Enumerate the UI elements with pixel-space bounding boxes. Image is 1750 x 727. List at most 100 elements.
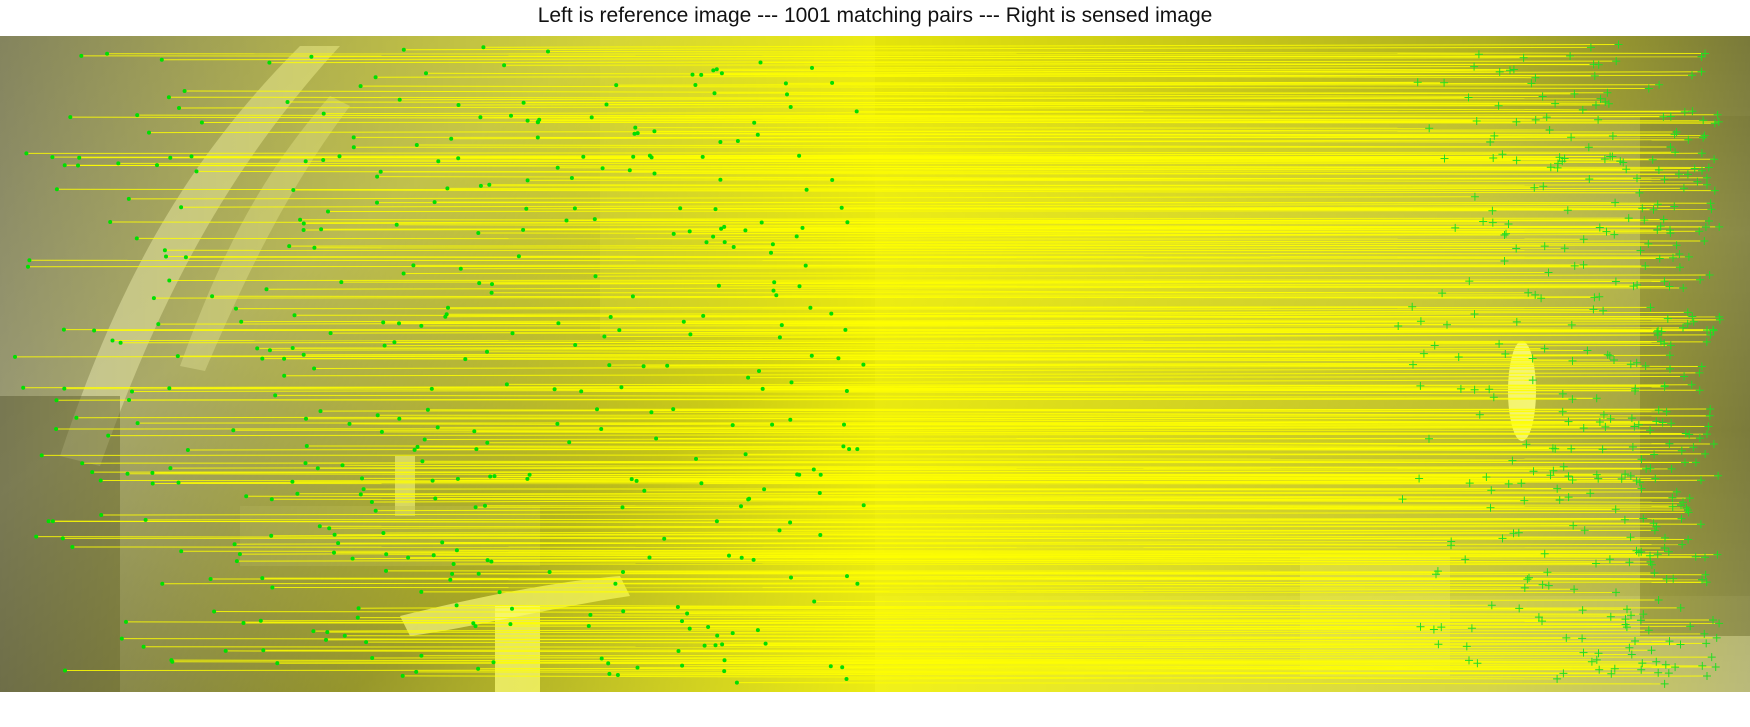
reference-point [671, 231, 676, 236]
sensed-marker [1587, 657, 1596, 666]
sensed-marker [1666, 229, 1675, 238]
sensed-marker [1592, 470, 1601, 479]
sensed-marker [1514, 528, 1523, 537]
sensed-marker [1594, 649, 1603, 658]
reference-point [828, 664, 833, 669]
reference-point [739, 555, 744, 560]
sensed-marker [1472, 117, 1481, 125]
sensed-marker [1610, 230, 1619, 239]
sensed-marker [1679, 284, 1688, 292]
match-line [241, 319, 1720, 323]
sensed-marker [1559, 462, 1568, 471]
reference-point [397, 321, 401, 326]
reference-point [267, 348, 272, 353]
match-line [458, 103, 1556, 106]
reference-point [755, 132, 760, 137]
reference-point [652, 171, 657, 176]
sensed-marker [1713, 550, 1722, 559]
reference-point [336, 541, 341, 546]
reference-point [730, 631, 735, 636]
sensed-marker [1607, 669, 1616, 678]
reference-point [535, 135, 540, 140]
sensed-marker [1679, 184, 1688, 193]
match-line [357, 616, 1611, 619]
sensed-marker [1714, 471, 1723, 480]
reference-point [337, 154, 342, 159]
reference-point [789, 380, 794, 385]
sensed-marker [1703, 180, 1711, 189]
sensed-marker [1566, 52, 1575, 60]
sensed-marker [1470, 385, 1479, 394]
match-line [460, 265, 1575, 270]
match-line [269, 60, 1617, 64]
reference-point [208, 577, 213, 581]
reference-point [711, 234, 716, 239]
sensed-marker [1416, 381, 1425, 390]
reference-point [762, 487, 767, 492]
match-line [609, 362, 1637, 366]
match-line [518, 255, 1689, 258]
reference-point [351, 135, 356, 140]
reference-point [454, 548, 459, 553]
reference-point [630, 294, 635, 299]
sensed-marker [1409, 360, 1417, 369]
sensed-marker [1675, 263, 1684, 272]
reference-point [471, 621, 476, 626]
match-line [120, 341, 1707, 344]
sensed-marker [1416, 622, 1425, 631]
sensed-marker [1701, 49, 1709, 58]
sensed-marker [1688, 107, 1697, 116]
sensed-marker [1715, 315, 1724, 324]
match-line [214, 611, 1644, 615]
sensed-marker [1488, 206, 1497, 215]
reference-point [675, 605, 680, 609]
reference-point [177, 106, 181, 110]
reference-point [358, 492, 363, 497]
sensed-marker [1619, 158, 1628, 167]
reference-point [855, 581, 860, 586]
reference-point [497, 590, 502, 595]
sensed-marker [1646, 426, 1655, 435]
match-line [323, 159, 1563, 162]
match-line [289, 244, 1677, 247]
sensed-marker [1451, 223, 1460, 232]
reference-point [722, 669, 727, 674]
match-line [695, 82, 1532, 86]
reference-point [110, 338, 115, 343]
reference-point [579, 389, 584, 394]
reference-point [713, 207, 718, 212]
sensed-marker [1644, 626, 1653, 635]
sensed-marker [1443, 320, 1451, 329]
reference-point [535, 120, 540, 125]
sensed-marker [1644, 239, 1653, 248]
sensed-marker [1486, 503, 1495, 512]
sensed-marker [1678, 540, 1687, 549]
sensed-marker [1447, 537, 1456, 546]
match-line [181, 203, 1658, 208]
reference-point [327, 526, 332, 531]
reference-point [774, 293, 779, 298]
match-line [162, 581, 1707, 585]
sensed-marker [1523, 575, 1532, 584]
sensed-marker [1699, 116, 1708, 125]
sensed-marker [1611, 277, 1620, 286]
sensed-marker [1632, 358, 1641, 367]
sensed-marker [1669, 574, 1678, 583]
sensed-marker [1519, 53, 1528, 62]
sensed-marker [1524, 288, 1533, 297]
sensed-marker [1659, 112, 1668, 121]
reference-point [46, 519, 51, 524]
match-line [402, 675, 1558, 680]
match-line [758, 368, 1671, 372]
match-line [148, 129, 1550, 134]
reference-point [401, 47, 406, 52]
sensed-marker [1498, 150, 1507, 159]
reference-point [788, 520, 793, 525]
reference-point [79, 53, 84, 58]
sensed-marker [1626, 471, 1635, 480]
reference-point [621, 570, 625, 574]
sensed-marker [1660, 175, 1669, 184]
sensed-marker [1695, 386, 1704, 395]
sensed-marker [1589, 305, 1598, 314]
match-line [381, 431, 1690, 435]
